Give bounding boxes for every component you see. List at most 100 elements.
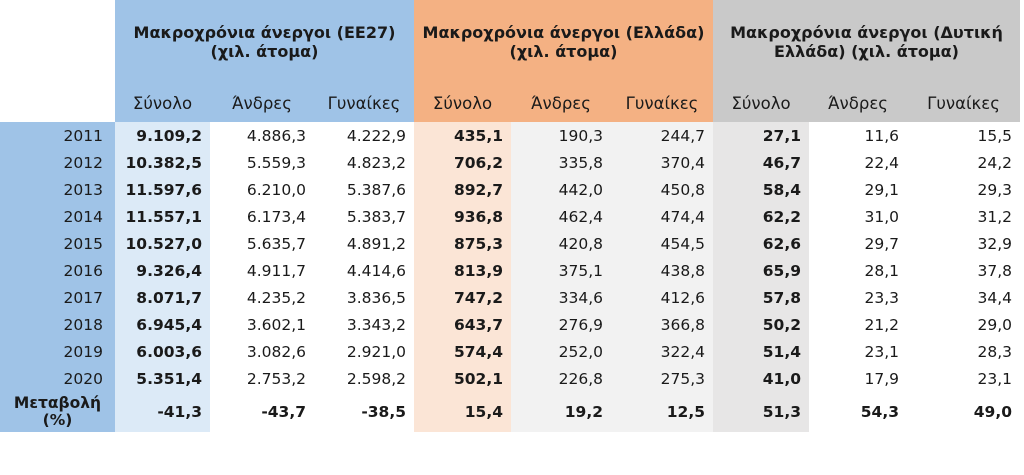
table-row: 2020 5.351,4 2.753,2 2.598,2 502,1 226,8 275,3… [0, 365, 1021, 392]
value-cell: 334,6 [511, 284, 611, 311]
value-cell: 813,9 [414, 257, 511, 284]
change-value-cell: 15,4 [414, 392, 511, 432]
value-cell: 6.003,6 [115, 338, 210, 365]
value-cell: 9.109,2 [115, 122, 210, 149]
value-cell: 27,1 [713, 122, 810, 149]
value-cell: 29,7 [809, 230, 908, 257]
group-header-row: Μακροχρόνια άνεργοι (ΕΕ27) (χιλ. άτομα) … [0, 0, 1021, 84]
year-cell: 2013 [0, 176, 115, 203]
value-cell: 936,8 [414, 203, 511, 230]
long-term-unemployed-table: Μακροχρόνια άνεργοι (ΕΕ27) (χιλ. άτομα) … [0, 0, 1021, 432]
value-cell: 4.222,9 [314, 122, 414, 149]
col-women-western-greece: Γυναίκες [907, 84, 1021, 122]
change-value-cell: 12,5 [611, 392, 714, 432]
value-cell: 4.414,6 [314, 257, 414, 284]
table-row: 2015 10.527,0 5.635,7 4.891,2 875,3 420,8 454,… [0, 230, 1021, 257]
value-cell: 244,7 [611, 122, 714, 149]
value-cell: 6.945,4 [115, 311, 210, 338]
value-cell: 31,2 [907, 203, 1021, 230]
value-cell: 2.598,2 [314, 365, 414, 392]
year-cell: 2019 [0, 338, 115, 365]
value-cell: 4.911,7 [210, 257, 314, 284]
table-row: 2017 8.071,7 4.235,2 3.836,5 747,2 334,6 412,6… [0, 284, 1021, 311]
value-cell: 5.351,4 [115, 365, 210, 392]
value-cell: 370,4 [611, 149, 714, 176]
value-cell: 28,1 [809, 257, 908, 284]
change-row: Μεταβολή (%) -41,3 -43,7 -38,5 15,4 19,2 12,5 5… [0, 392, 1021, 432]
value-cell: 29,1 [809, 176, 908, 203]
value-cell: 335,8 [511, 149, 611, 176]
value-cell: 275,3 [611, 365, 714, 392]
value-cell: 34,4 [907, 284, 1021, 311]
value-cell: 322,4 [611, 338, 714, 365]
value-cell: 22,4 [809, 149, 908, 176]
value-cell: 5.383,7 [314, 203, 414, 230]
change-value-cell: 54,3 [809, 392, 908, 432]
value-cell: 2.753,2 [210, 365, 314, 392]
value-cell: 58,4 [713, 176, 810, 203]
corner-cell [0, 84, 115, 122]
corner-cell [0, 0, 115, 84]
value-cell: 29,3 [907, 176, 1021, 203]
year-cell: 2016 [0, 257, 115, 284]
value-cell: 442,0 [511, 176, 611, 203]
value-cell: 875,3 [414, 230, 511, 257]
header-eu27: Μακροχρόνια άνεργοι (ΕΕ27) (χιλ. άτομα) [115, 0, 414, 84]
value-cell: 10.527,0 [115, 230, 210, 257]
value-cell: 11.597,6 [115, 176, 210, 203]
value-cell: 57,8 [713, 284, 810, 311]
value-cell: 747,2 [414, 284, 511, 311]
value-cell: 21,2 [809, 311, 908, 338]
value-cell: 6.173,4 [210, 203, 314, 230]
value-cell: 4.886,3 [210, 122, 314, 149]
value-cell: 420,8 [511, 230, 611, 257]
value-cell: 2.921,0 [314, 338, 414, 365]
change-value-cell: -38,5 [314, 392, 414, 432]
change-value-cell: 49,0 [907, 392, 1021, 432]
col-total-eu27: Σύνολο [115, 84, 210, 122]
value-cell: 474,4 [611, 203, 714, 230]
value-cell: 51,4 [713, 338, 810, 365]
value-cell: 366,8 [611, 311, 714, 338]
change-value-cell: -41,3 [115, 392, 210, 432]
year-cell: 2012 [0, 149, 115, 176]
value-cell: 892,7 [414, 176, 511, 203]
year-cell: 2018 [0, 311, 115, 338]
year-cell: 2011 [0, 122, 115, 149]
value-cell: 62,6 [713, 230, 810, 257]
year-cell: 2014 [0, 203, 115, 230]
change-value-cell: 19,2 [511, 392, 611, 432]
value-cell: 28,3 [907, 338, 1021, 365]
value-cell: 29,0 [907, 311, 1021, 338]
col-total-greece: Σύνολο [414, 84, 511, 122]
value-cell: 24,2 [907, 149, 1021, 176]
value-cell: 462,4 [511, 203, 611, 230]
change-label: Μεταβολή (%) [0, 392, 115, 432]
table-row: 2011 9.109,2 4.886,3 4.222,9 435,1 190,3 244,7… [0, 122, 1021, 149]
value-cell: 574,4 [414, 338, 511, 365]
value-cell: 3.082,6 [210, 338, 314, 365]
value-cell: 706,2 [414, 149, 511, 176]
value-cell: 11,6 [809, 122, 908, 149]
value-cell: 23,1 [809, 338, 908, 365]
value-cell: 50,2 [713, 311, 810, 338]
header-greece: Μακροχρόνια άνεργοι (Ελλάδα) (χιλ. άτομα… [414, 0, 714, 84]
col-total-western-greece: Σύνολο [713, 84, 810, 122]
header-western-greece: Μακροχρόνια άνεργοι (Δυτική Ελλάδα) (χιλ… [713, 0, 1021, 84]
col-men-greece: Άνδρες [511, 84, 611, 122]
value-cell: 32,9 [907, 230, 1021, 257]
year-cell: 2017 [0, 284, 115, 311]
year-cell: 2015 [0, 230, 115, 257]
value-cell: 5.559,3 [210, 149, 314, 176]
table-row: 2012 10.382,5 5.559,3 4.823,2 706,2 335,8 370,… [0, 149, 1021, 176]
value-cell: 9.326,4 [115, 257, 210, 284]
value-cell: 412,6 [611, 284, 714, 311]
value-cell: 23,3 [809, 284, 908, 311]
table-row: 2019 6.003,6 3.082,6 2.921,0 574,4 252,0 322,4… [0, 338, 1021, 365]
change-value-cell: -43,7 [210, 392, 314, 432]
value-cell: 5.387,6 [314, 176, 414, 203]
table-row: 2018 6.945,4 3.602,1 3.343,2 643,7 276,9 366,8… [0, 311, 1021, 338]
value-cell: 6.210,0 [210, 176, 314, 203]
value-cell: 3.343,2 [314, 311, 414, 338]
value-cell: 3.602,1 [210, 311, 314, 338]
